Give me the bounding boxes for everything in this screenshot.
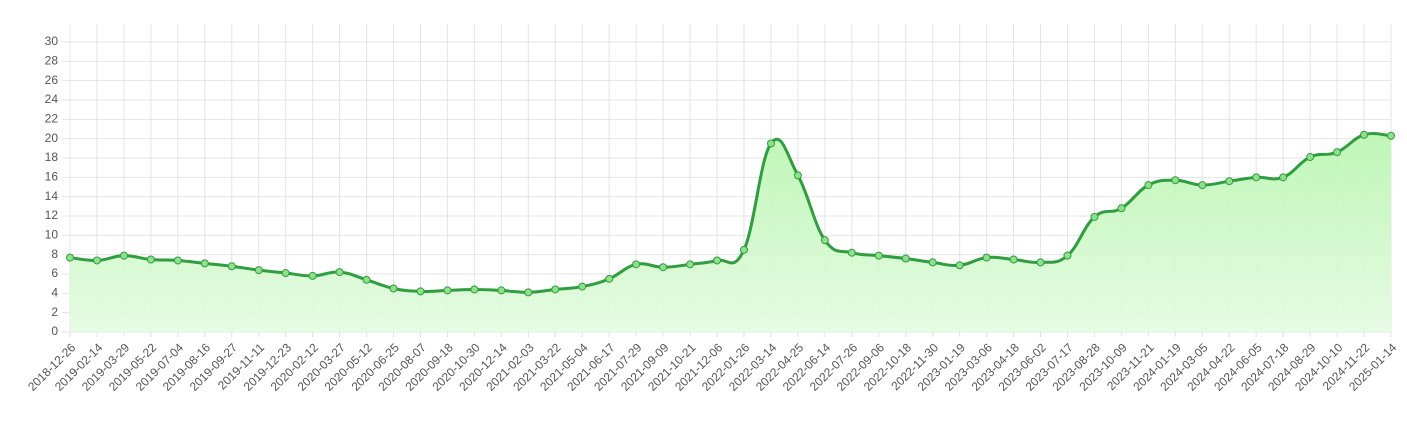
y-tick-label: 0 <box>51 324 58 338</box>
point <box>254 266 263 275</box>
point <box>1387 131 1395 140</box>
point <box>119 251 128 260</box>
point <box>443 286 452 295</box>
point <box>1198 181 1207 190</box>
point <box>335 268 344 277</box>
point <box>389 284 398 293</box>
point <box>227 262 236 271</box>
point <box>416 287 425 296</box>
y-tick-label: 30 <box>45 34 59 48</box>
point <box>1225 177 1234 186</box>
y-tick-label: 18 <box>45 150 59 164</box>
point <box>1144 181 1153 190</box>
y-tick-label: 10 <box>45 228 59 242</box>
point <box>605 274 614 283</box>
point <box>1117 204 1126 213</box>
point <box>1090 212 1099 221</box>
point <box>1279 173 1288 182</box>
point <box>982 253 991 262</box>
point <box>955 261 964 270</box>
area <box>70 133 1391 332</box>
point <box>362 275 371 284</box>
y-tick-label: 22 <box>45 112 59 126</box>
point <box>146 255 155 264</box>
point <box>92 256 101 265</box>
point <box>1009 255 1018 264</box>
point <box>1333 148 1342 157</box>
point <box>173 256 182 265</box>
y-tick-label: 4 <box>51 286 58 300</box>
point <box>308 271 317 280</box>
point <box>659 263 668 272</box>
y-tick-label: 12 <box>45 208 59 222</box>
point <box>847 248 856 257</box>
point <box>713 256 722 265</box>
y-tick-label: 26 <box>45 73 59 87</box>
point <box>1306 153 1315 162</box>
point <box>820 236 829 245</box>
point <box>766 139 775 148</box>
point <box>1171 176 1180 185</box>
point <box>874 251 883 260</box>
point <box>901 254 910 263</box>
point <box>739 245 748 254</box>
point <box>470 285 479 294</box>
line <box>69 132 1392 294</box>
y-tick-label: 16 <box>45 170 59 184</box>
y-tick-label: 24 <box>45 92 59 106</box>
point <box>551 285 560 294</box>
point <box>1036 258 1045 267</box>
y-tick-label: 28 <box>45 54 59 68</box>
point <box>686 260 695 269</box>
y-tick-label: 2 <box>51 305 58 319</box>
point <box>524 288 533 297</box>
point <box>928 258 937 267</box>
point <box>578 282 587 291</box>
point <box>200 259 209 268</box>
point <box>497 286 506 295</box>
y-tick-label: 14 <box>45 189 59 203</box>
point <box>1063 251 1072 260</box>
point <box>66 253 74 262</box>
point <box>632 260 641 269</box>
y-tick-label: 20 <box>45 131 59 145</box>
point <box>793 171 802 180</box>
y-tick-label: 6 <box>51 266 58 280</box>
y-tick-label: 8 <box>51 247 58 261</box>
point <box>1360 130 1369 139</box>
point <box>281 269 290 278</box>
point <box>1252 173 1261 182</box>
